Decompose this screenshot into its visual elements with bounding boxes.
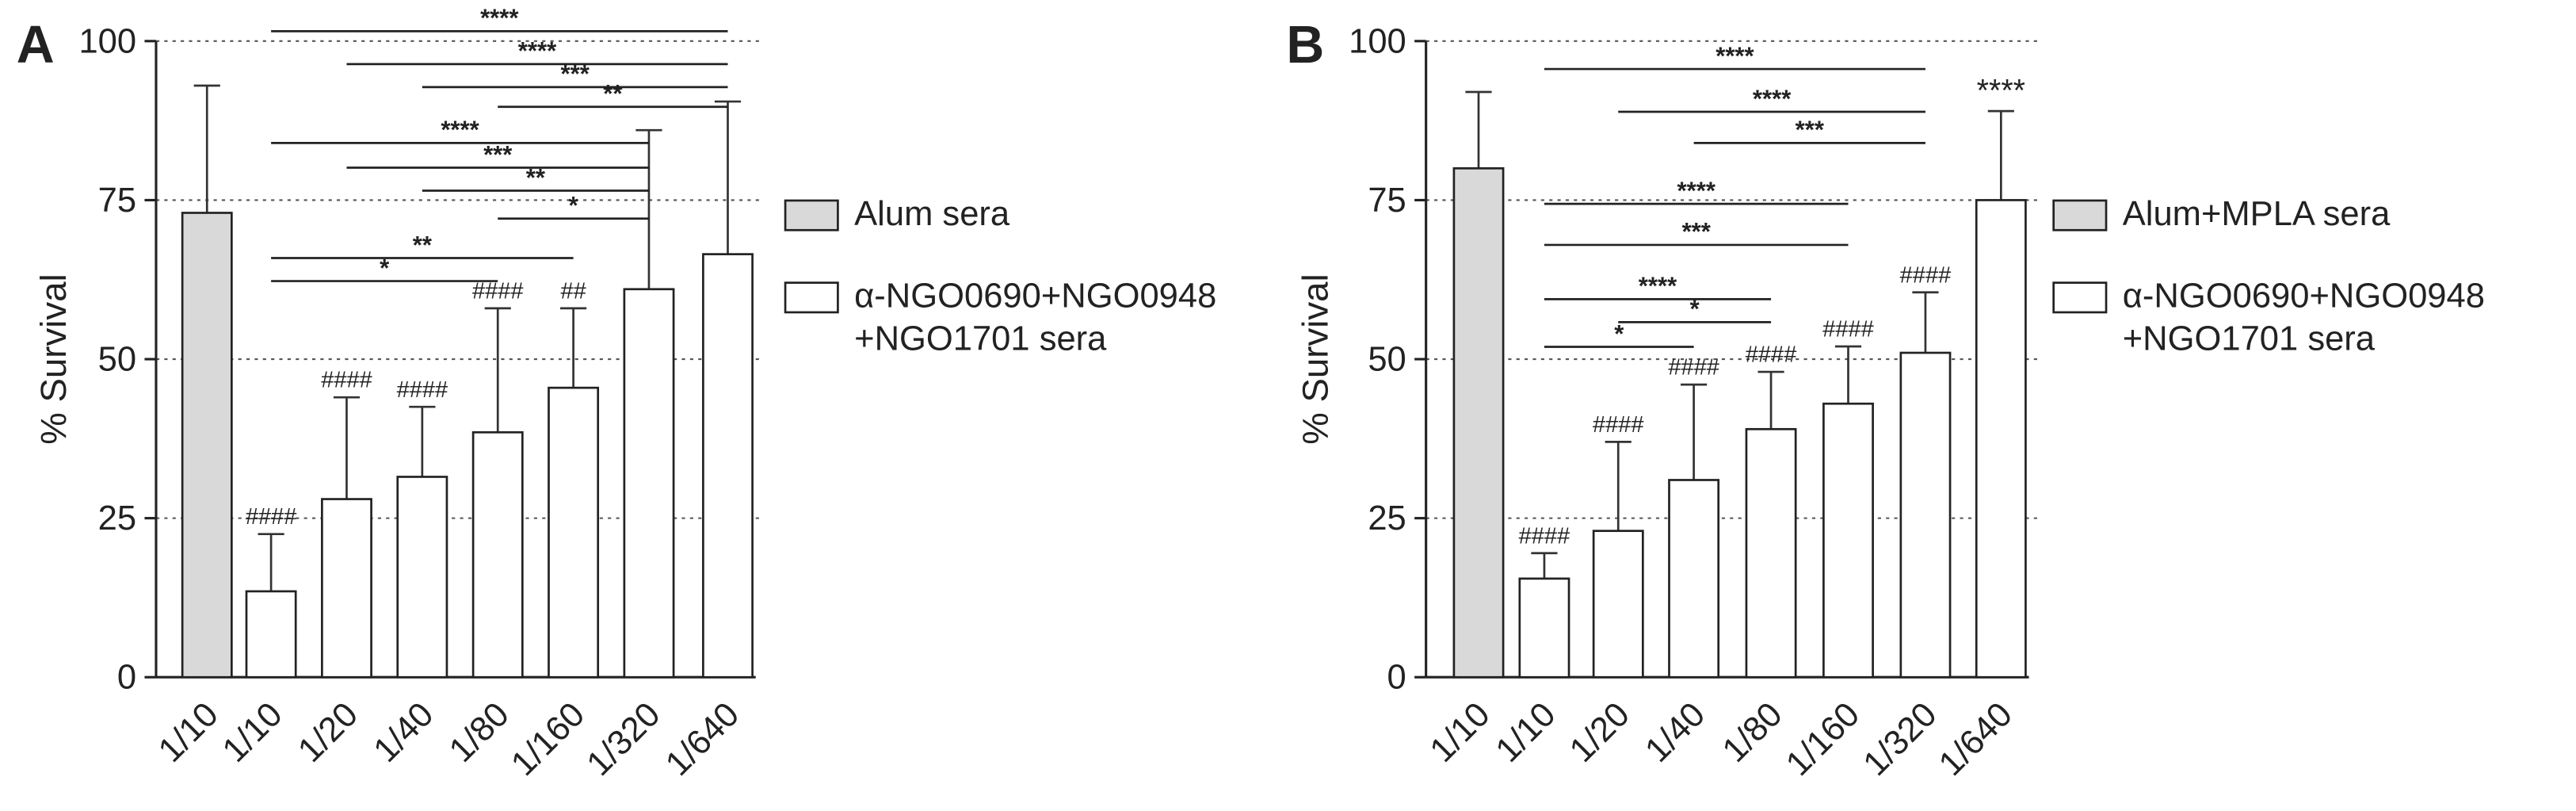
x-tick-label: 1/640 [1932, 695, 2020, 783]
comparison-label: **** [480, 4, 519, 32]
bar [1592, 530, 1644, 679]
x-tick-label: 1/80 [442, 695, 517, 770]
y-tick-label: 0 [1387, 659, 1406, 697]
x-tick-label: 1/10 [1489, 695, 1563, 770]
comparison-label: **** [1677, 177, 1716, 205]
significance-annotation: #### [1593, 412, 1644, 438]
x-tick-label: 1/40 [1638, 695, 1712, 770]
significance-annotation: **** [1977, 74, 2025, 109]
bar [396, 476, 448, 679]
y-tick-label: 100 [78, 22, 136, 60]
significance-annotation: #### [246, 504, 297, 530]
bar [1975, 199, 2027, 679]
y-tick-label: 0 [117, 659, 136, 697]
y-tick-label: 25 [1368, 499, 1406, 537]
x-tick-label: 1/320 [580, 695, 668, 783]
significance-annotation: #### [1519, 523, 1570, 549]
comparison-label: * [1614, 319, 1624, 347]
significance-annotation: #### [1668, 355, 1719, 381]
x-tick-label: 1/320 [1857, 695, 1944, 783]
legend-label: α-NGO0690+NGO0948 +NGO1701 sera [2122, 277, 2485, 358]
legend-entry: α-NGO0690+NGO0948 +NGO1701 sera [2122, 277, 2485, 358]
significance-annotation: #### [1746, 342, 1797, 368]
panel-label: B [1286, 16, 1324, 75]
comparison-label: *** [483, 140, 513, 168]
y-tick-label: 50 [1368, 341, 1406, 379]
comparison-label: **** [441, 116, 479, 143]
y-axis-label: % Survival [33, 274, 74, 444]
legend-swatch [784, 199, 839, 231]
bar [1518, 577, 1570, 679]
x-tick-label: 1/40 [367, 695, 441, 770]
bar [1822, 402, 1874, 679]
x-tick-label: 1/160 [1779, 695, 1867, 783]
x-tick-label: 1/10 [151, 695, 226, 770]
bar [181, 212, 233, 679]
bar [548, 386, 600, 679]
significance-annotation: #### [397, 377, 448, 403]
comparison-label: **** [518, 37, 557, 65]
bar [623, 288, 675, 679]
comparison-label: * [1690, 295, 1700, 323]
comparison-label: *** [561, 60, 590, 88]
y-tick-label: 25 [98, 499, 136, 537]
x-tick-label: 1/10 [216, 695, 290, 770]
comparison-label: *** [1796, 116, 1825, 143]
legend-entry: α-NGO0690+NGO0948 +NGO1701 sera [854, 277, 1217, 358]
significance-annotation: #### [1900, 262, 1952, 288]
comparison-label: **** [1639, 272, 1677, 300]
legend-label: Alum sera [854, 195, 1010, 234]
y-tick-label: 50 [98, 341, 136, 379]
y-tick-label: 75 [98, 182, 136, 220]
bar [1668, 479, 1720, 679]
significance-annotation: #### [321, 368, 372, 393]
legend-swatch [784, 281, 839, 314]
y-tick-label: 100 [1349, 22, 1406, 60]
x-tick-label: 1/10 [1423, 695, 1498, 770]
x-tick-label: 1/20 [291, 695, 365, 770]
bar [321, 498, 372, 679]
bar [245, 590, 297, 679]
significance-annotation: #### [472, 278, 524, 304]
panel-label: A [17, 16, 55, 75]
significance-annotation: ## [560, 278, 586, 304]
x-tick-label: 1/80 [1715, 695, 1790, 770]
legend-swatch [2052, 281, 2108, 314]
comparison-label: *** [1682, 218, 1712, 246]
comparison-label: * [380, 254, 390, 281]
x-tick-label: 1/160 [504, 695, 592, 783]
bar [1899, 351, 1952, 679]
x-tick-label: 1/20 [1563, 695, 1637, 770]
x-tick-label: 1/640 [658, 695, 746, 783]
legend-label: α-NGO0690+NGO0948 +NGO1701 sera [854, 277, 1217, 358]
comparison-label: * [569, 192, 579, 220]
comparison-label: ** [413, 231, 433, 258]
bar [471, 430, 524, 679]
bar [702, 253, 754, 679]
bar [1452, 166, 1505, 679]
legend-entry: Alum sera [854, 195, 1010, 234]
y-axis-label: % Survival [1295, 274, 1335, 444]
legend-entry: Alum+MPLA sera [2122, 195, 2391, 234]
significance-annotation: #### [1822, 317, 1874, 342]
y-tick-label: 75 [1368, 182, 1406, 220]
comparison-label: ** [603, 80, 623, 108]
legend-swatch [2052, 199, 2108, 231]
legend-label: Alum+MPLA sera [2122, 195, 2391, 234]
comparison-label: **** [1715, 42, 1754, 70]
comparison-label: ** [526, 163, 546, 191]
bar [1745, 427, 1797, 679]
comparison-label: **** [1753, 85, 1792, 113]
